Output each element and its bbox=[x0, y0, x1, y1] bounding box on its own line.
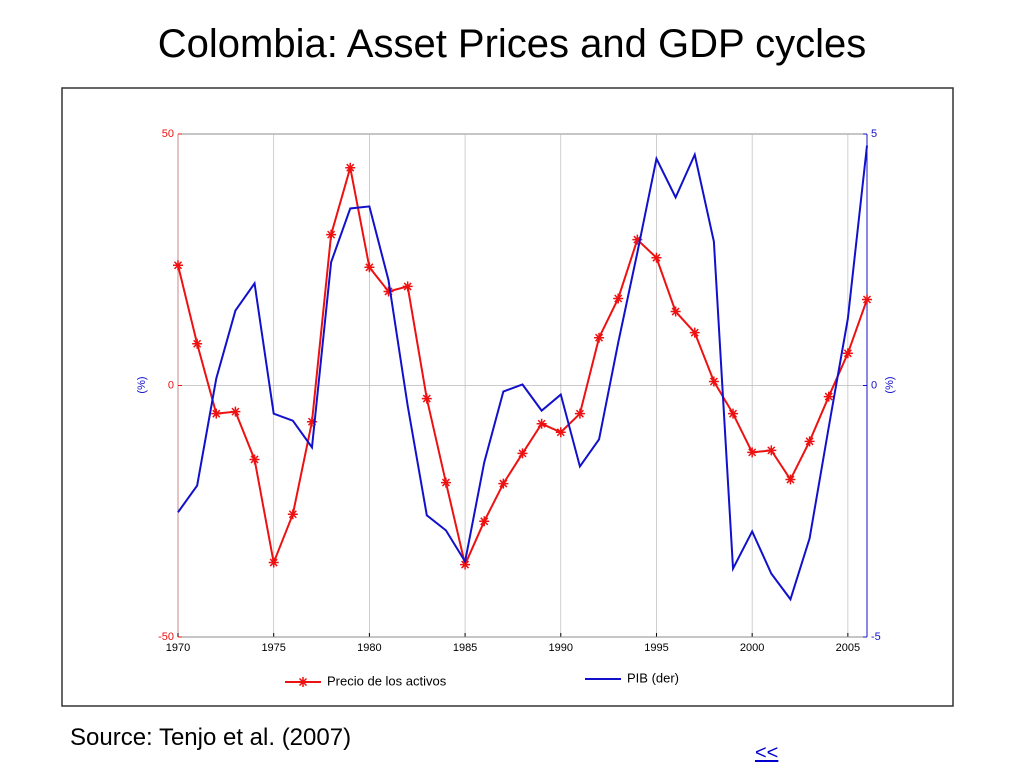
marker bbox=[555, 427, 566, 438]
nav-link[interactable]: << bbox=[755, 742, 779, 764]
marker bbox=[479, 516, 490, 527]
x-tick-label: 1975 bbox=[261, 642, 285, 654]
y-axis-label: (%) bbox=[136, 376, 148, 393]
marker bbox=[651, 252, 662, 263]
marker bbox=[383, 286, 394, 297]
series-line bbox=[177, 167, 868, 568]
marker bbox=[440, 477, 451, 488]
marker bbox=[192, 338, 203, 349]
marker bbox=[862, 294, 872, 305]
marker bbox=[326, 229, 337, 240]
marker bbox=[517, 448, 528, 459]
x-tick-label: 1985 bbox=[453, 642, 477, 654]
marker bbox=[785, 474, 796, 485]
marker bbox=[364, 262, 375, 273]
slide-title: Colombia: Asset Prices and GDP cycles bbox=[157, 22, 867, 66]
marker bbox=[574, 408, 585, 419]
marker bbox=[460, 559, 471, 570]
marker bbox=[306, 416, 317, 427]
y2-axis-label: (%) bbox=[884, 376, 896, 393]
source: Source: Tenjo et al. (2007) bbox=[70, 724, 352, 751]
marker bbox=[230, 406, 241, 417]
x-tick-label: 1980 bbox=[357, 642, 381, 654]
marker bbox=[421, 393, 432, 404]
marker bbox=[708, 376, 719, 387]
marker bbox=[594, 332, 605, 343]
marker bbox=[842, 348, 853, 359]
marker bbox=[268, 557, 279, 568]
marker bbox=[632, 234, 643, 245]
series-line bbox=[177, 145, 868, 602]
marker bbox=[613, 293, 624, 304]
legend-label: PIB (der) bbox=[627, 670, 679, 685]
y-tick-label: 50 bbox=[162, 128, 174, 140]
y2-tick-label: 5 bbox=[871, 128, 877, 140]
y-tick-label: 0 bbox=[168, 379, 174, 391]
marker bbox=[345, 162, 356, 173]
marker bbox=[766, 445, 777, 456]
x-tick-label: 1995 bbox=[644, 642, 668, 654]
y2-tick-label: 0 bbox=[871, 379, 877, 391]
marker bbox=[728, 408, 739, 419]
legend-label: Precio de los activos bbox=[327, 673, 447, 688]
marker bbox=[689, 327, 700, 338]
chart-frame bbox=[61, 87, 954, 707]
marker bbox=[402, 281, 413, 292]
marker bbox=[173, 260, 183, 271]
marker bbox=[747, 447, 758, 458]
marker bbox=[536, 418, 547, 429]
marker bbox=[498, 478, 509, 489]
chart: 1970 1975 1980 1985 1990 1995 2000 2005-50050-5… bbox=[61, 87, 954, 707]
y-tick-label: -50 bbox=[158, 631, 174, 643]
marker bbox=[249, 454, 260, 465]
x-tick-label: 1970 bbox=[166, 642, 190, 654]
marker bbox=[804, 436, 815, 447]
marker bbox=[670, 306, 681, 317]
x-tick-label: 2000 bbox=[740, 642, 764, 654]
x-tick-label: 2005 bbox=[836, 642, 860, 654]
marker bbox=[211, 408, 222, 419]
marker bbox=[823, 391, 834, 402]
x-tick-label: 1990 bbox=[549, 642, 573, 654]
legend-marker bbox=[298, 677, 308, 687]
marker bbox=[287, 509, 298, 520]
y2-tick-label: -5 bbox=[871, 631, 881, 643]
